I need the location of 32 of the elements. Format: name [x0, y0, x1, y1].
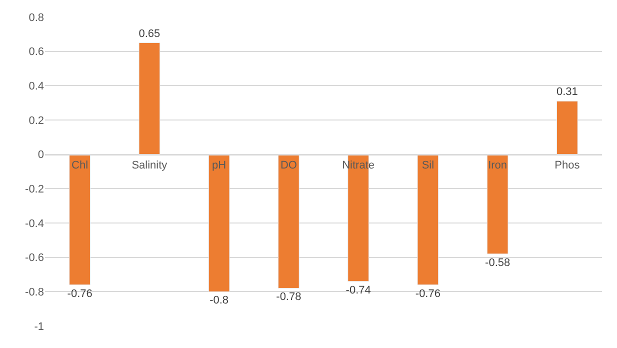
- y-tick-label: -0.4: [25, 218, 44, 230]
- bar: [138, 42, 160, 155]
- data-label: -0.76: [415, 288, 440, 300]
- y-tick-label: 0.4: [28, 80, 44, 93]
- x-tick-label: Phos: [554, 160, 580, 172]
- x-tick-label: Iron: [488, 160, 508, 172]
- y-tick-label: -1: [34, 320, 44, 333]
- data-label: 0.31: [556, 86, 578, 98]
- bar: [69, 154, 91, 286]
- bar: [278, 154, 300, 288]
- x-tick-label: DO: [280, 160, 298, 172]
- bar: [556, 100, 578, 155]
- y-tick-label: -0.8: [25, 286, 44, 299]
- y-tick-label: -0.6: [25, 252, 44, 264]
- x-tick-label: Salinity: [132, 160, 168, 172]
- data-label: -0.76: [67, 288, 92, 300]
- data-label: -0.8: [210, 294, 229, 307]
- x-tick-label: Sil: [422, 160, 434, 172]
- y-tick-label: 0.6: [28, 46, 44, 58]
- y-tick-label: 0: [38, 149, 44, 162]
- data-label: 0.65: [138, 28, 160, 40]
- y-tick-label: 0.2: [28, 114, 44, 127]
- bar: [208, 154, 230, 292]
- bar: [486, 154, 508, 254]
- y-tick-label: 0.8: [28, 12, 44, 24]
- y-tick-label: -0.2: [25, 184, 44, 196]
- x-tick-label: Chl: [72, 160, 88, 172]
- data-label: -0.78: [276, 291, 302, 304]
- data-label: -0.58: [485, 256, 510, 269]
- bar: [417, 154, 439, 286]
- x-tick-label: pH: [212, 160, 226, 172]
- data-label: -0.74: [346, 284, 371, 296]
